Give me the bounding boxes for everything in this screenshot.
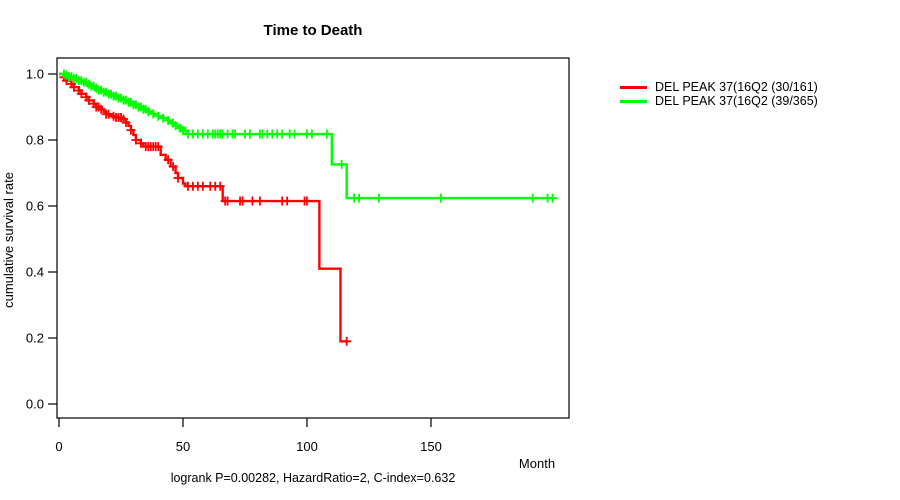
x-axis-label: Month xyxy=(519,456,555,471)
y-tick-label: 0.2 xyxy=(26,331,44,346)
green-line-sample xyxy=(620,99,647,103)
y-axis-label: cumulative survival rate xyxy=(1,172,16,308)
chart-title: Time to Death xyxy=(263,22,363,39)
y-tick-label: 0.0 xyxy=(26,397,44,412)
y-tick-label: 0.6 xyxy=(26,199,44,214)
plot-frame xyxy=(56,57,570,419)
legend: DEL PEAK 37(16Q2 (30/161) DEL PEAK 37(16… xyxy=(620,80,818,108)
x-tick-label: 50 xyxy=(176,439,190,454)
censor-marks-green xyxy=(59,69,558,203)
legend-item-green: DEL PEAK 37(16Q2 (39/365) xyxy=(620,94,818,108)
y-tick-label: 0.8 xyxy=(26,133,44,148)
legend-label-green: DEL PEAK 37(16Q2 (39/365) xyxy=(655,94,818,108)
y-tick-label: 1.0 xyxy=(26,67,44,82)
y-tick-label: 0.4 xyxy=(26,265,44,280)
x-tick-label: 0 xyxy=(55,439,62,454)
legend-item-red: DEL PEAK 37(16Q2 (30/161) xyxy=(620,80,818,94)
red-line-sample xyxy=(620,85,647,89)
legend-label-red: DEL PEAK 37(16Q2 (30/161) xyxy=(655,80,818,94)
stats-annotation: logrank P=0.00282, HazardRatio=2, C-inde… xyxy=(170,471,456,485)
x-tick-label: 150 xyxy=(420,439,442,454)
censor-marks-red xyxy=(59,72,352,346)
x-tick-label: 100 xyxy=(296,439,318,454)
